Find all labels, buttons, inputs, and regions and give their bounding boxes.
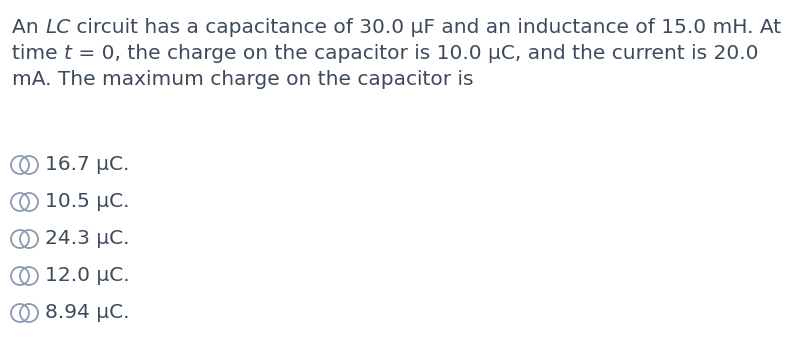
Text: t: t [64,44,72,63]
Text: time: time [12,44,64,63]
Text: LC: LC [45,18,71,37]
Text: mA. The maximum charge on the capacitor is: mA. The maximum charge on the capacitor … [12,70,473,89]
Text: An: An [12,18,45,37]
Text: 24.3 μC.: 24.3 μC. [45,229,129,248]
Text: circuit has a capacitance of 30.0 μF and an inductance of 15.0 mH. At: circuit has a capacitance of 30.0 μF and… [71,18,781,37]
Text: 16.7 μC.: 16.7 μC. [45,155,129,174]
Text: 10.5 μC.: 10.5 μC. [45,192,129,211]
Text: 12.0 μC.: 12.0 μC. [45,266,130,285]
Text: = 0, the charge on the capacitor is 10.0 μC, and the current is 20.0: = 0, the charge on the capacitor is 10.0… [72,44,759,63]
Text: 8.94 μC.: 8.94 μC. [45,303,129,322]
